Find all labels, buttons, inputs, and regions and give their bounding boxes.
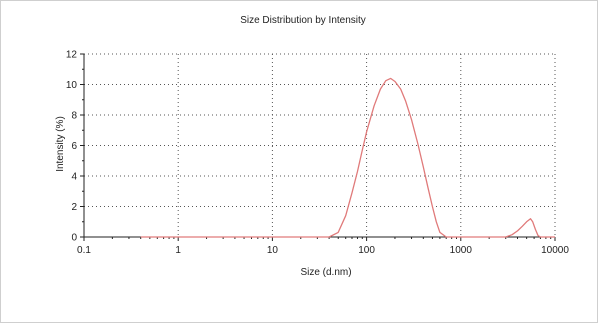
x-tick-label: 1000: [450, 245, 473, 256]
x-tick-label: 10: [267, 245, 279, 256]
y-axis-label: Intensity (%): [55, 116, 66, 172]
y-tick-label: 12: [66, 50, 78, 61]
y-tick-label: 4: [71, 172, 77, 183]
chart-title: Size Distribution by Intensity: [240, 15, 366, 26]
x-tick-label: 1: [175, 245, 181, 256]
y-tick-label: 8: [71, 111, 77, 122]
x-axis-label: Size (d.nm): [300, 267, 351, 278]
x-tick-label: 10000: [541, 245, 569, 256]
y-tick-label: 2: [71, 202, 77, 213]
grid-layer: [84, 53, 556, 237]
series-line-0: [140, 77, 555, 238]
y-tick-label: 6: [71, 141, 77, 152]
x-tick-label: 0.1: [77, 245, 91, 256]
x-tick-label: 100: [358, 245, 375, 256]
series-layer: [140, 77, 555, 238]
ticks-layer: 0 2 4 6 8 10 12 0.1 1 10 100 1000 10000: [66, 50, 569, 257]
y-tick-label: 0: [71, 233, 77, 244]
y-tick-label: 10: [66, 80, 78, 91]
